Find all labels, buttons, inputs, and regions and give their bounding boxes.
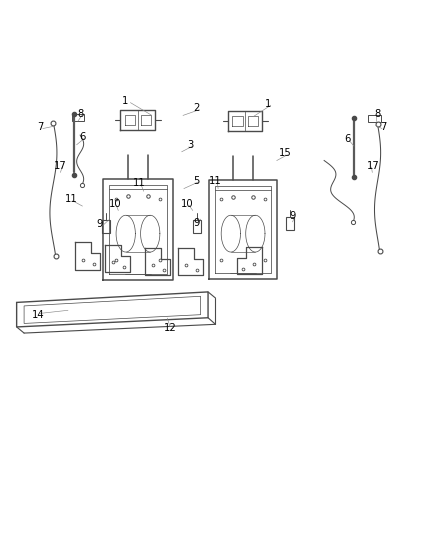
Text: 10: 10 (181, 199, 194, 209)
Text: 8: 8 (375, 109, 381, 119)
Text: 14: 14 (32, 310, 45, 320)
Text: 9: 9 (290, 211, 296, 221)
Text: 5: 5 (193, 176, 199, 185)
Text: 8: 8 (77, 109, 83, 119)
Text: 1: 1 (265, 99, 271, 109)
Text: 11: 11 (209, 176, 222, 186)
Text: 17: 17 (54, 161, 67, 171)
Text: 15: 15 (279, 149, 292, 158)
Text: 6: 6 (344, 134, 350, 144)
Text: 7: 7 (381, 122, 387, 132)
Text: 9: 9 (97, 219, 103, 229)
Text: 11: 11 (133, 178, 146, 188)
Text: 11: 11 (64, 195, 78, 205)
Text: 6: 6 (79, 132, 85, 142)
Text: 1: 1 (122, 96, 128, 107)
Text: 12: 12 (163, 323, 177, 333)
Text: 17: 17 (367, 161, 380, 171)
Text: 7: 7 (37, 122, 43, 132)
Text: 2: 2 (193, 103, 199, 113)
Text: 9: 9 (193, 217, 199, 228)
Text: 3: 3 (187, 140, 194, 150)
Text: 10: 10 (109, 199, 121, 209)
